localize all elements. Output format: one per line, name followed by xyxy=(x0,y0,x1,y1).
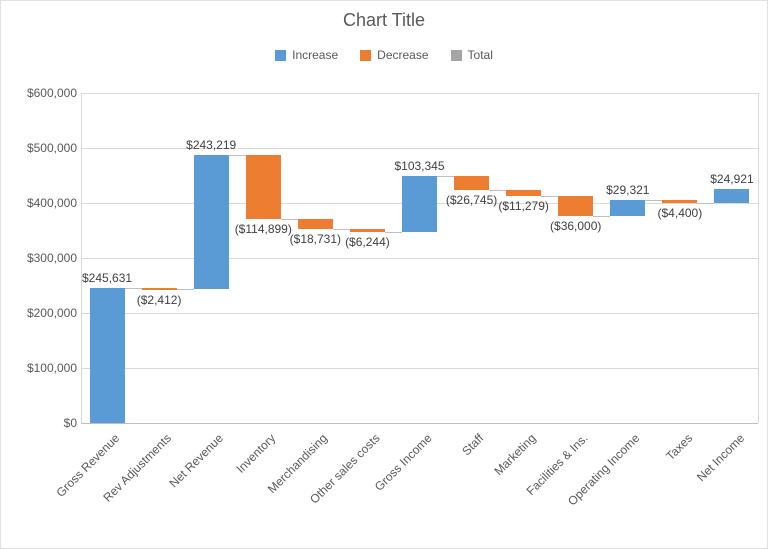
data-label-marketing: ($11,279) xyxy=(498,199,549,214)
bar-merchandising[interactable] xyxy=(297,218,333,229)
bar-taxes[interactable] xyxy=(662,200,698,203)
legend-swatch-decrease xyxy=(360,49,372,61)
gridline xyxy=(81,313,758,314)
connector-line xyxy=(541,196,559,198)
bar-gross-income[interactable] xyxy=(402,175,437,233)
legend-label: Total xyxy=(467,48,493,62)
legend-item-decrease[interactable]: Decrease xyxy=(360,48,429,62)
y-axis-tick-label: $300,000 xyxy=(26,251,77,265)
legend-label: Increase xyxy=(292,48,339,62)
connector-line xyxy=(645,200,663,202)
data-label-gross-revenue: $245,631 xyxy=(82,270,133,285)
data-label-gross-income: $103,345 xyxy=(394,158,445,173)
x-axis-line xyxy=(81,423,758,424)
data-label-net-revenue: $243,219 xyxy=(186,138,237,153)
y-axis-tick-label: $500,000 xyxy=(26,141,77,155)
bar-staff[interactable] xyxy=(454,175,490,191)
connector-line xyxy=(437,175,455,177)
connector-line xyxy=(384,232,402,234)
legend-swatch-increase xyxy=(275,49,287,61)
chart-title[interactable]: Chart Title xyxy=(342,10,426,30)
connector-line xyxy=(489,190,507,192)
bar-net-revenue[interactable] xyxy=(193,155,229,290)
data-label-facilities-ins: ($36,000) xyxy=(550,219,602,234)
data-label-staff: ($26,745) xyxy=(445,193,498,208)
bar-rev-adjustments[interactable] xyxy=(141,287,177,290)
bar-operating-income[interactable] xyxy=(610,200,646,217)
bar-facilities-ins[interactable] xyxy=(558,196,594,217)
plot-border-right xyxy=(758,93,759,423)
y-axis-tick-label: $0 xyxy=(63,416,77,430)
y-axis-tick-label: $400,000 xyxy=(26,196,77,210)
x-axis-category-label: Taxes xyxy=(662,431,695,464)
connector-line xyxy=(593,216,611,218)
plot-border-left xyxy=(81,93,82,423)
data-label-merchandising: ($18,731) xyxy=(289,231,342,246)
bar-net-income[interactable] xyxy=(714,188,750,203)
data-label-inventory: ($114,899) xyxy=(234,221,292,236)
gridline xyxy=(81,258,758,259)
connector-line xyxy=(280,218,298,220)
gridline xyxy=(81,148,758,149)
x-axis-category-label: Marketing xyxy=(491,431,539,479)
connector-line xyxy=(124,287,142,289)
data-label-operating-income: $29,321 xyxy=(606,183,650,198)
data-label-taxes: ($4,400) xyxy=(657,205,703,220)
data-label-net-income: $24,921 xyxy=(710,171,754,186)
x-axis-category-label: Staff xyxy=(459,431,487,459)
data-label-other-sales-costs: ($6,244) xyxy=(345,235,390,250)
connector-line xyxy=(697,202,715,204)
data-label-rev-adjustments: ($2,412) xyxy=(136,292,182,307)
bar-other-sales-costs[interactable] xyxy=(349,228,385,233)
gridline xyxy=(81,368,758,369)
y-axis-tick-label: $600,000 xyxy=(26,86,77,100)
y-axis-tick-label: $200,000 xyxy=(26,306,77,320)
bar-marketing[interactable] xyxy=(506,190,542,197)
bar-inventory[interactable] xyxy=(245,155,281,219)
y-axis-tick-label: $100,000 xyxy=(26,361,77,375)
bar-gross-revenue[interactable] xyxy=(89,287,125,423)
x-axis-category-label: Net Revenue xyxy=(166,431,227,491)
legend-label: Decrease xyxy=(377,48,429,62)
gridline xyxy=(81,93,758,94)
legend-item-total[interactable]: Total xyxy=(450,48,493,62)
legend: Increase Decrease Total xyxy=(1,48,767,62)
legend-swatch-total xyxy=(450,49,462,61)
connector-line xyxy=(228,155,246,157)
connector-line xyxy=(332,228,350,230)
legend-item-increase[interactable]: Increase xyxy=(275,48,338,62)
x-axis-category-label: Inventory xyxy=(233,431,279,476)
connector-line xyxy=(176,289,194,291)
x-axis-category-label: Net Income xyxy=(693,431,747,485)
